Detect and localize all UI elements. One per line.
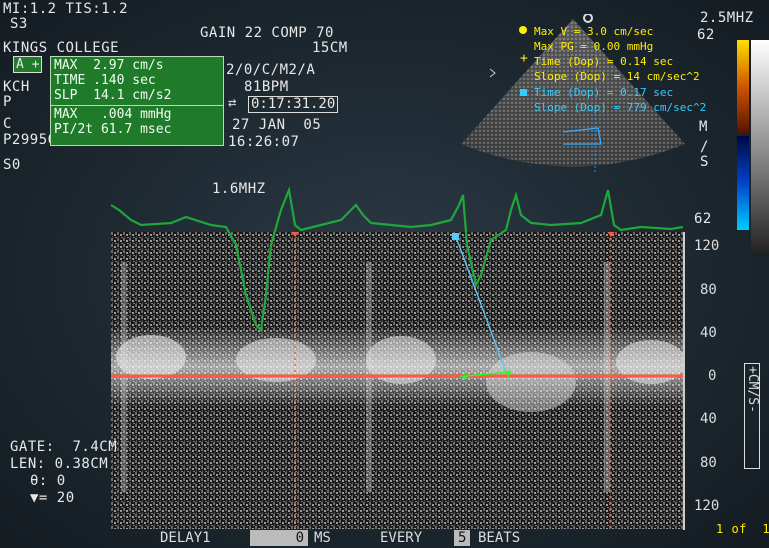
left-letter-c: C [3,116,12,132]
doppler-readout-line: Time (Dop) = 0.17 sec [534,86,674,99]
measure-label: PI/2t [54,122,94,137]
mode-readout: 2/0/C/M2/A [226,62,316,78]
measure-label: SLP [54,88,78,103]
mi-tis-readout: MI:1.2 TIS:1.2 [3,1,129,17]
date-readout: 27 JAN 05 [232,117,322,133]
ecg-trace [111,185,683,333]
velocity-tick: 120 [694,498,720,514]
measure-value: 61.7 msec [100,122,172,137]
measure-value: 2.97 cm/s [93,58,164,73]
velocity-tick: 80 [700,282,717,298]
gain-comp-readout: GAIN 22 COMP 70 [200,25,334,41]
doppler-readout-line: Max V = 3.0 cm/sec [534,25,654,38]
max-v-marker-icon [519,26,527,34]
velocity-tick: 80 [700,455,717,471]
institution-label: KINGS COLLEGE [3,40,120,56]
velocity-tick: 120 [694,238,720,254]
scale-tick-mark: M [699,119,708,135]
scale-tick-mark: S [700,154,709,170]
every-label: EVERY [380,530,423,546]
velocity-scale-limit: 62 [694,211,712,227]
record-icon: ⇄ [228,95,237,111]
velocity-tick: 40 [700,411,717,427]
doppler-readout-line: Slope (Dop) = 14 cm/sec^2 [534,70,700,83]
doppler-frequency: 1.6MHZ [212,181,266,197]
unit-label-frame: +CM/S- [744,363,760,469]
measure-label: MAX [54,107,78,122]
time-readout: 16:26:07 [228,134,300,150]
correction-angle: ▼= 20 [30,490,75,506]
left-letter-s0: S0 [3,157,21,173]
every-unit: BEATS [478,530,521,546]
scale-tick-mark: / [700,139,709,155]
theta-angle: θ: 0 [30,473,66,489]
patient-id: P299503 [3,132,66,148]
color-scale-bar [737,40,769,254]
measure-value: .140 sec [93,73,156,88]
left-letter-p: P [3,94,12,110]
measure-label: TIME [54,73,86,88]
measure-value: 14.1 cm/s2 [93,88,172,103]
measure-label: MAX [54,58,78,73]
gate-depth: GATE: 7.4CM [10,439,118,455]
plus-marker-icon: + [520,51,528,66]
svg-text:+: + [504,366,512,382]
every-value[interactable]: 5 [454,530,471,546]
velocity-unit-label: +CM/S- [745,366,760,413]
gate-length: LEN: 0.38CM [10,456,109,472]
probe-label: S3 [10,16,28,32]
velocity-tick: 0 [708,368,717,384]
cyan-square-marker-icon [520,89,527,96]
delay-unit: MS [314,530,331,546]
doppler-readout-line: Slope (Dop) = 779 cm/sec^2 [534,101,707,114]
doppler-readout-line: Max PG = 0.00 mmHg [534,40,654,53]
measure-value: .004 mmHg [100,107,172,122]
echo-sector-image [461,14,685,174]
transducer-frequency: 2.5MHZ [700,10,754,26]
delay-value[interactable]: 0 [250,530,308,546]
measure-tag: A + [13,56,43,73]
depth-readout: 15CM [312,40,348,56]
page-indicator: 1 of 1 [716,522,769,536]
hospital-abbr: KCH [3,79,30,95]
spectral-doppler-display: + + [111,232,683,529]
heart-rate: 81BPM [244,79,289,95]
doppler-readout-line: Time (Dop) = 0.14 sec [534,55,674,68]
velocity-tick: 40 [700,325,717,341]
timer-readout: 0:17:31.20 [248,96,339,113]
velocity-axis-line [683,232,685,530]
svg-text:+: + [460,369,468,385]
color-scale-max: 62 [697,27,715,43]
measurement-box: MAX 2.97 cm/s TIME .140 sec SLP 14.1 cm/… [50,56,224,146]
delay-label: DELAY1 [160,530,211,546]
